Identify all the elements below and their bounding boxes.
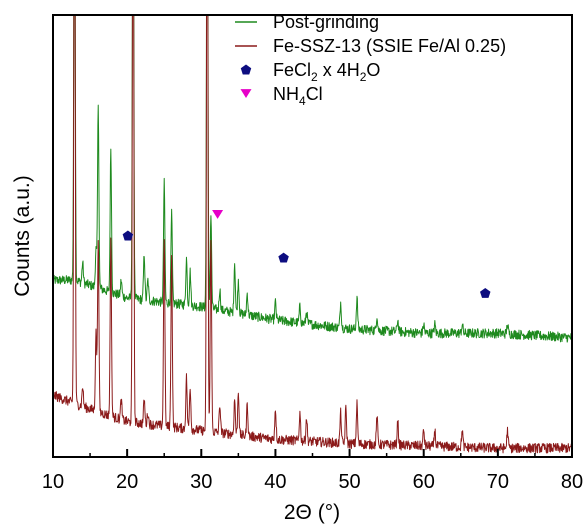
x-tick-label: 30: [190, 471, 212, 493]
y-axis-title: Counts (a.u.): [11, 175, 34, 296]
legend-label: FeCl2 x 4H2O: [273, 60, 380, 84]
marker-nh4cl-marker: [212, 210, 224, 219]
series-layer: [53, 15, 572, 454]
legend-label: Fe-SSZ-13 (SSIE Fe/Al 0.25): [273, 36, 506, 56]
legend: Post-grinding Fe-SSZ-13 (SSIE Fe/Al 0.25)…: [235, 12, 506, 108]
x-tick-label: 60: [413, 471, 435, 493]
x-axis: 10 20 30 40 50 60 70 80: [42, 449, 583, 493]
series-line-fe-ssz13: [53, 15, 572, 454]
legend-symbol-nh4cl-marker: [240, 89, 252, 98]
x-tick-label: 80: [561, 471, 583, 493]
legend-label: Post-grinding: [273, 12, 379, 32]
x-tick-label: 40: [264, 471, 286, 493]
legend-symbol-fecl2-marker: [240, 64, 252, 75]
x-axis-title: 2Θ (°): [284, 501, 340, 524]
legend-label: NH4Cl: [273, 84, 323, 108]
x-tick-label: 50: [338, 471, 360, 493]
marker-fecl2-marker: [278, 252, 289, 263]
marker-fecl2-marker: [122, 230, 134, 241]
series-line-post-grinding: [53, 15, 572, 343]
x-tick-label: 10: [42, 471, 64, 493]
marker-fecl2-marker: [480, 287, 491, 298]
x-tick-label: 20: [116, 471, 138, 493]
x-tick-label: 70: [487, 471, 509, 493]
marker-layer: [122, 210, 491, 298]
